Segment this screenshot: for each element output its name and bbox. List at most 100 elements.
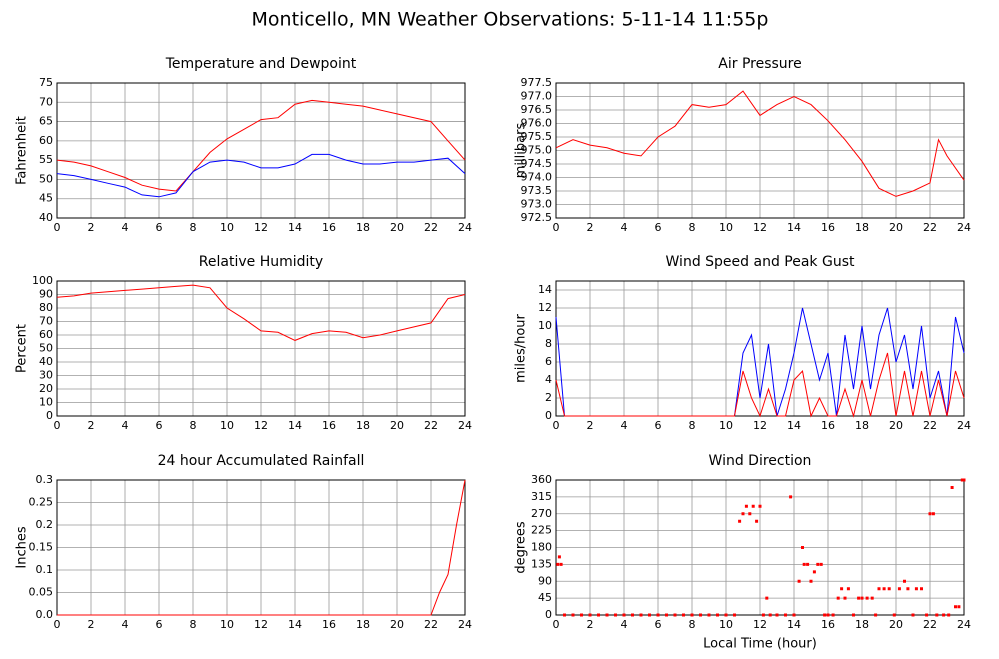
x-tick-label: 6 xyxy=(655,419,662,432)
data-point xyxy=(897,587,901,591)
data-point xyxy=(906,587,910,591)
data-point xyxy=(656,613,660,617)
y-tick-label: 974.5 xyxy=(521,157,553,170)
data-point xyxy=(826,613,830,617)
y-tick-label: 270 xyxy=(531,507,552,520)
x-tick-label: 8 xyxy=(190,221,197,234)
data-point xyxy=(877,587,881,591)
x-tick-label: 20 xyxy=(889,419,903,432)
plot-frame xyxy=(56,280,466,417)
x-tick-label: 20 xyxy=(889,221,903,234)
chart-title: Wind Direction xyxy=(709,453,812,469)
data-point xyxy=(751,504,755,508)
x-tick-label: 14 xyxy=(787,221,801,234)
x-tick-label: 18 xyxy=(356,221,370,234)
data-point xyxy=(857,596,861,600)
x-tick-label: 2 xyxy=(88,618,95,631)
y-tick-label: 977.0 xyxy=(521,90,553,103)
data-point xyxy=(699,613,702,617)
y-tick-label: 12 xyxy=(538,301,552,314)
y-tick-label: 977.5 xyxy=(521,76,553,89)
y-tick-label: 30 xyxy=(39,369,53,382)
data-point xyxy=(802,562,806,566)
x-tick-label: 22 xyxy=(424,618,438,631)
data-point xyxy=(823,613,827,617)
y-tick-label: 70 xyxy=(39,95,53,108)
data-point xyxy=(935,613,939,617)
x-tick-label: 18 xyxy=(855,419,869,432)
x-tick-label: 14 xyxy=(787,618,801,631)
y-tick-label: 8 xyxy=(545,337,552,350)
data-point xyxy=(840,587,844,591)
x-axis-label: Local Time (hour) xyxy=(703,637,817,652)
y-tick-label: 315 xyxy=(531,490,552,503)
x-tick-label: 4 xyxy=(621,419,628,432)
x-tick-label: 10 xyxy=(719,419,733,432)
data-point xyxy=(768,613,772,617)
data-point xyxy=(920,587,923,591)
x-tick-label: 20 xyxy=(390,618,404,631)
data-point xyxy=(559,562,563,566)
x-tick-label: 10 xyxy=(719,618,733,631)
y-axis-label: Fahrenheit xyxy=(15,116,30,185)
data-point xyxy=(954,605,957,609)
x-tick-label: 16 xyxy=(322,419,336,432)
x-tick-label: 22 xyxy=(923,221,937,234)
data-point xyxy=(957,605,961,609)
chart-title: Air Pressure xyxy=(718,56,801,72)
y-tick-label: 975.0 xyxy=(521,144,553,157)
y-tick-label: 0.15 xyxy=(29,541,54,554)
x-tick-label: 12 xyxy=(753,419,767,432)
x-tick-label: 0 xyxy=(553,419,560,432)
data-point xyxy=(870,596,874,600)
x-tick-label: 16 xyxy=(322,618,336,631)
data-line xyxy=(57,479,466,616)
x-tick-label: 10 xyxy=(220,618,234,631)
data-point xyxy=(765,596,769,600)
data-point xyxy=(816,562,820,566)
x-tick-label: 0 xyxy=(54,618,61,631)
x-tick-label: 10 xyxy=(220,221,234,234)
data-point xyxy=(673,613,677,617)
chart-title: Temperature and Dewpoint xyxy=(165,56,357,72)
data-point xyxy=(801,546,804,549)
y-tick-label: 975.5 xyxy=(521,130,553,143)
data-point xyxy=(588,613,592,617)
data-point xyxy=(874,613,878,617)
x-tick-label: 4 xyxy=(621,221,628,234)
data-point xyxy=(639,613,643,617)
x-tick-label: 4 xyxy=(122,618,129,631)
x-tick-label: 2 xyxy=(587,221,594,234)
x-tick-label: 24 xyxy=(458,618,472,631)
data-point xyxy=(931,512,935,516)
data-point xyxy=(605,613,609,617)
y-tick-label: 0 xyxy=(545,608,552,621)
x-tick-label: 2 xyxy=(587,419,594,432)
y-tick-label: 45 xyxy=(39,192,53,205)
data-point xyxy=(784,613,787,617)
x-tick-label: 4 xyxy=(122,221,129,234)
data-point xyxy=(846,587,850,591)
data-point xyxy=(925,613,929,617)
data-point xyxy=(812,570,816,574)
data-point xyxy=(556,562,560,566)
x-tick-label: 4 xyxy=(621,618,628,631)
data-point xyxy=(806,562,810,566)
data-point xyxy=(741,512,745,516)
data-line xyxy=(56,99,466,192)
y-tick-label: 50 xyxy=(39,342,53,355)
x-tick-label: 8 xyxy=(689,221,696,234)
y-tick-label: 75 xyxy=(39,76,53,89)
data-point xyxy=(836,596,840,600)
data-point xyxy=(797,579,801,583)
x-tick-label: 18 xyxy=(356,618,370,631)
data-point xyxy=(563,613,566,617)
data-point xyxy=(942,613,946,617)
x-tick-label: 2 xyxy=(88,221,95,234)
data-point xyxy=(761,613,765,617)
data-point xyxy=(947,613,951,617)
y-tick-label: 2 xyxy=(545,391,552,404)
x-tick-label: 14 xyxy=(288,618,302,631)
data-point xyxy=(622,613,626,617)
